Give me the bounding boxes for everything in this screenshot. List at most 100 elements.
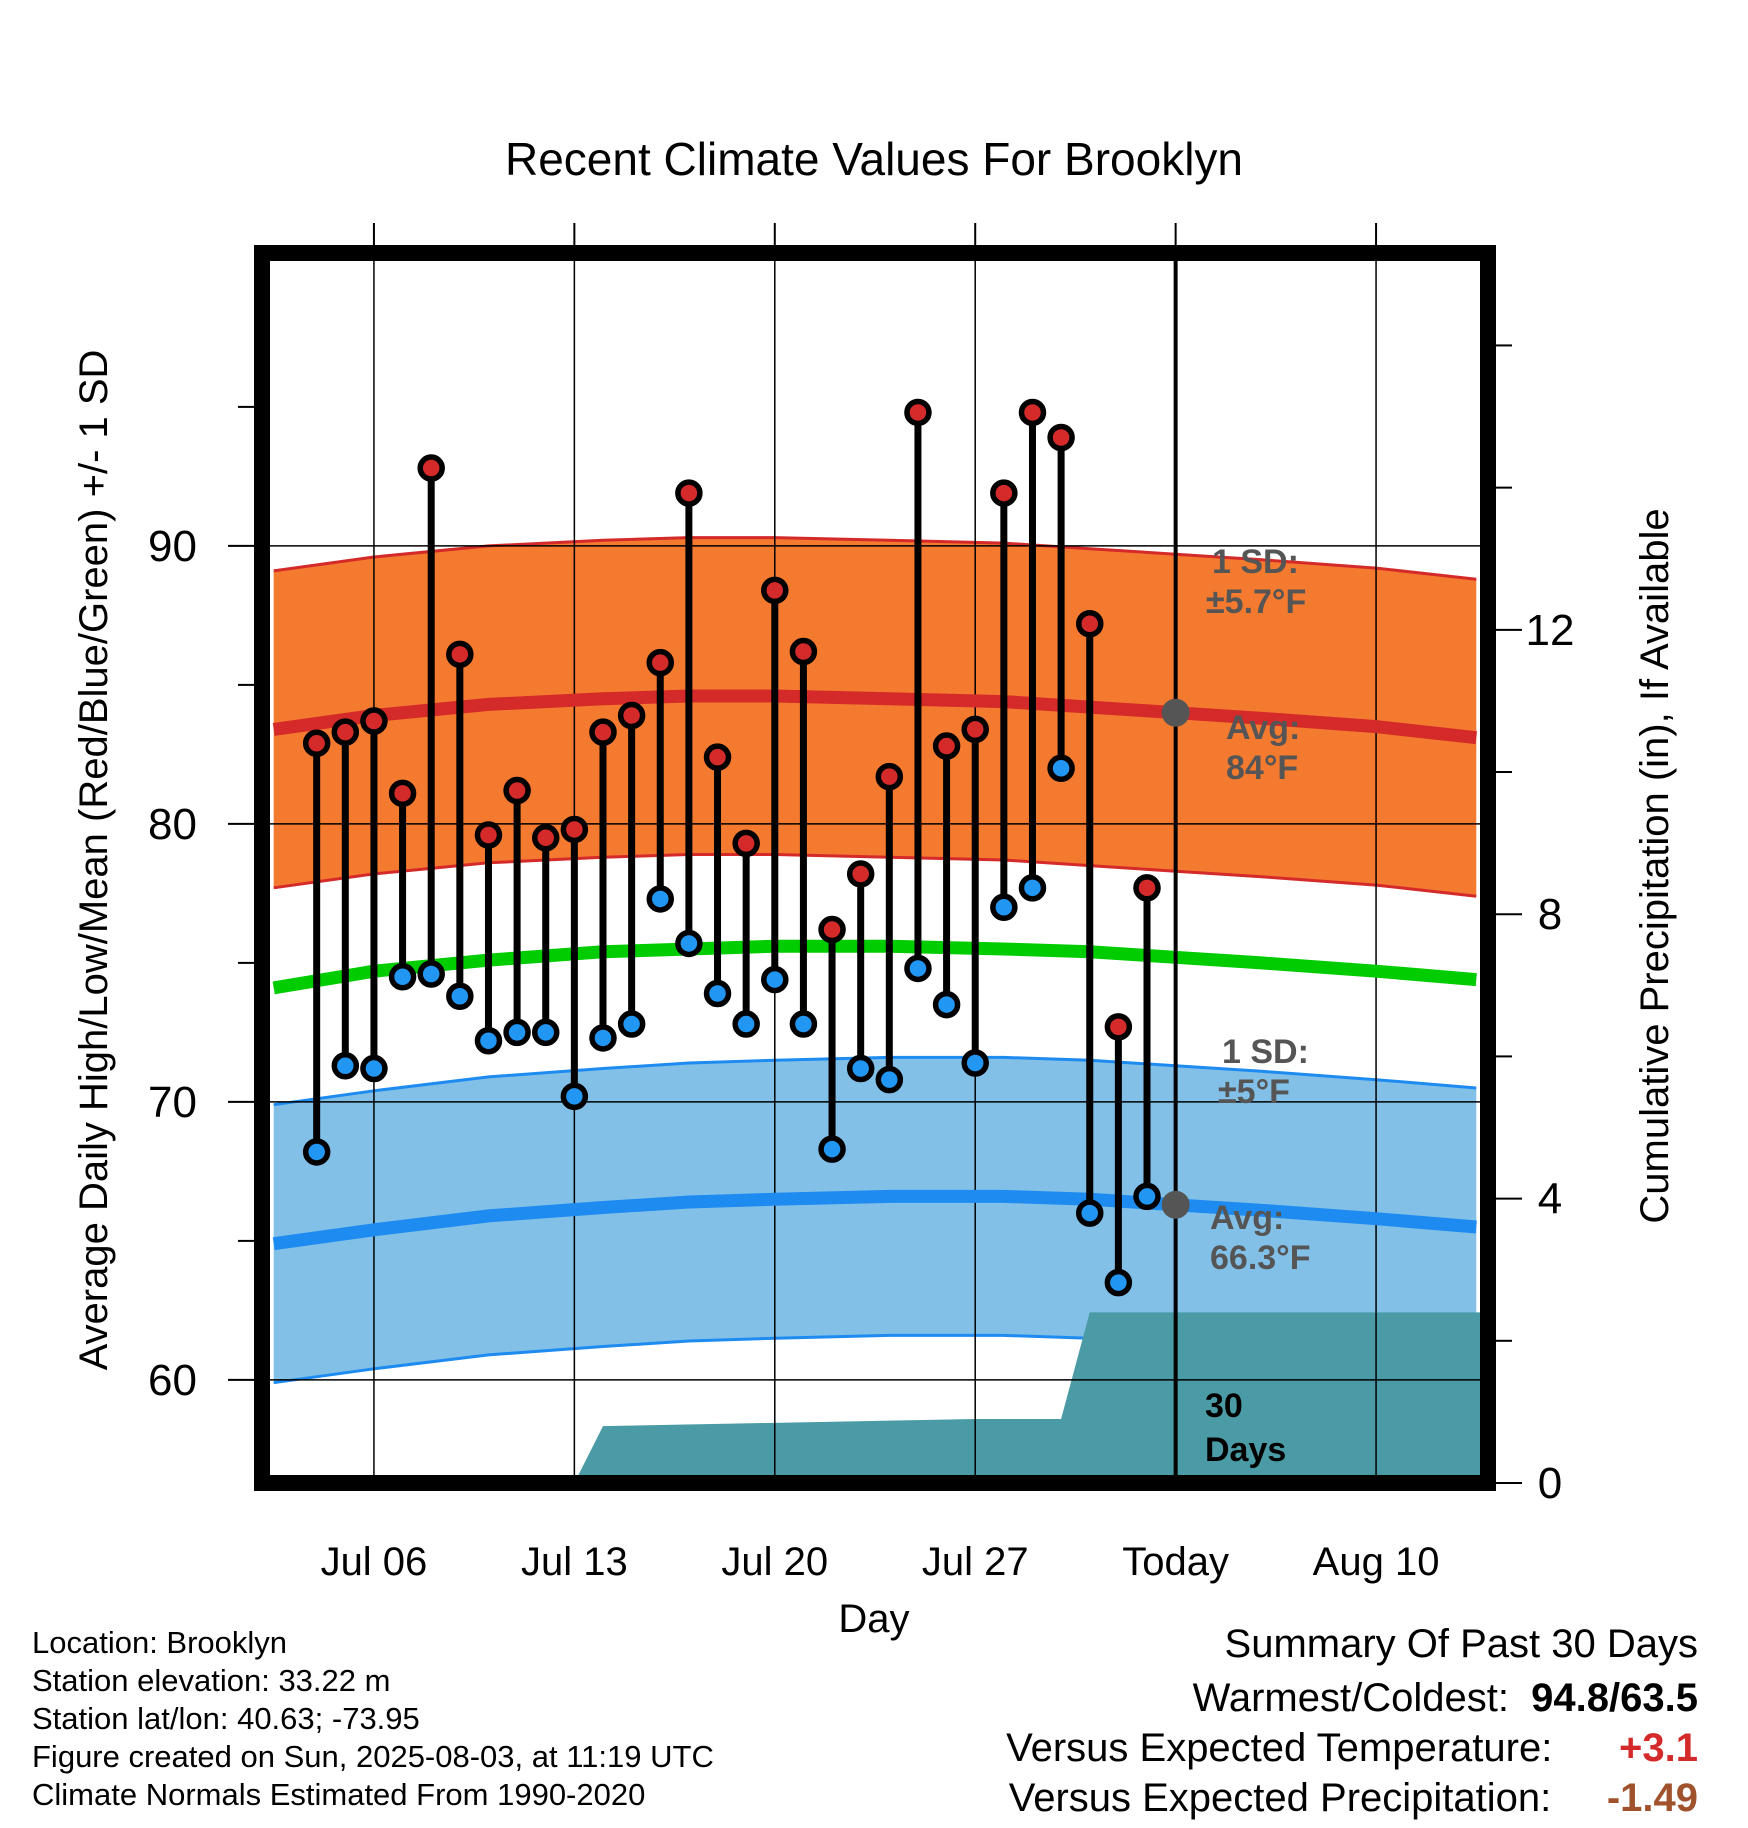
today-avg-high-marker (1161, 698, 1190, 727)
y2-tick-label: 4 (1538, 1175, 1562, 1224)
normals-text: Climate Normals Estimated From 1990-2020 (32, 1777, 646, 1812)
daily-low-point (732, 1010, 760, 1038)
daily-low-point (875, 1065, 904, 1094)
daily-low-point (990, 893, 1018, 922)
daily-high-point (703, 743, 732, 771)
avg-mean-line (272, 939, 1477, 995)
x-tick-label: Today (1122, 1540, 1229, 1584)
x-tick-label: Jul 20 (721, 1540, 828, 1584)
high-sd-value: ±5.7°F (1206, 583, 1306, 621)
y2-tick-label: 8 (1538, 890, 1562, 939)
y2-axis-label: Cumulative Precipitation (in), If Availa… (1633, 508, 1677, 1223)
daily-high-point (503, 776, 531, 805)
daily-low-point (503, 1018, 531, 1047)
daily-high-point (846, 860, 875, 888)
daily-high-point (1075, 609, 1104, 638)
daily-low-point (1047, 754, 1075, 783)
precip-window-label: 30 (1205, 1387, 1243, 1425)
axes: Jul 06 Jul 13 Jul 20 Jul 27 Today Aug 10 60 70 8… (148, 223, 1574, 1584)
high-avg-value: 84°F (1226, 749, 1298, 787)
daily-low-point (761, 965, 789, 994)
daily-high-point (1047, 423, 1075, 452)
created-text: Figure created on Sun, 2025-08-03, at 11… (32, 1739, 714, 1774)
daily-low-point (417, 960, 445, 988)
daily-high-point (560, 815, 589, 844)
daily-low-point (818, 1135, 846, 1163)
summary-title: Summary Of Past 30 Days (1224, 1622, 1698, 1666)
daily-high-point (1133, 874, 1161, 902)
low-avg-value: 66.3°F (1210, 1239, 1311, 1277)
y-tick-label: 80 (148, 800, 197, 849)
daily-low-point (1133, 1182, 1161, 1211)
daily-high-point (617, 701, 646, 730)
daily-low-point (531, 1018, 560, 1047)
daily-high-point (646, 648, 675, 677)
daily-low-point (589, 1024, 617, 1052)
y2-tick-label: 12 (1526, 606, 1575, 655)
daily-high-point (302, 729, 331, 758)
daily-low-point (560, 1082, 589, 1111)
daily-high-point (417, 454, 445, 482)
daily-low-point (360, 1054, 388, 1083)
daily-low-point (846, 1054, 875, 1083)
daily-high-point (961, 715, 989, 744)
daily-high-point (904, 398, 932, 427)
daily-low-point (675, 929, 703, 958)
summary-temp: Versus Expected Temperature: +3.1 (1006, 1726, 1698, 1771)
daily-high-point (875, 762, 904, 791)
warm-cold-label: Warmest/Coldest: (1192, 1676, 1509, 1720)
daily-high-point (990, 479, 1018, 507)
high-sd-label: 1 SD: (1212, 543, 1299, 581)
daily-high-point (1018, 398, 1047, 427)
daily-high-point (789, 637, 818, 666)
daily-low-point (302, 1138, 331, 1166)
daily-low-point (1104, 1268, 1133, 1297)
avg-low-line (272, 1189, 1477, 1251)
y2-tick-label: 0 (1538, 1459, 1562, 1508)
plot-frame (254, 245, 1496, 1491)
daily-low-point (617, 1010, 646, 1038)
summary-warm-cold: Warmest/Coldest: 94.8/63.5 (1193, 1676, 1698, 1721)
daily-high-point (360, 707, 388, 735)
x-tick-label: Aug 10 (1313, 1540, 1440, 1584)
low-sd-label: 1 SD: (1222, 1033, 1309, 1071)
daily-low-point (474, 1026, 503, 1055)
daily-high-point (1104, 1013, 1133, 1041)
temp-anomaly-value: +3.1 (1619, 1726, 1698, 1770)
precip-window-label: Days (1205, 1431, 1286, 1469)
daily-high-point (331, 718, 360, 746)
x-axis-label: Day (838, 1597, 909, 1641)
location-text: Location: Brooklyn (32, 1625, 288, 1660)
daily-high-point (675, 479, 703, 507)
x-tick-label: Jul 13 (521, 1540, 628, 1584)
low-sd-value: ±5°F (1218, 1073, 1290, 1111)
y-tick-label: 90 (148, 522, 197, 571)
daily-low-point (646, 885, 675, 913)
precipitation-area (574, 1312, 1482, 1483)
daily-high-point (388, 779, 417, 808)
latlon-text: Station lat/lon: 40.63; -73.95 (32, 1701, 420, 1736)
daily-high-point (474, 821, 503, 849)
daily-low-point (932, 990, 961, 1019)
today-avg-low-marker (1161, 1190, 1190, 1219)
daily-low-point (789, 1010, 818, 1038)
y-tick-label: 70 (148, 1078, 197, 1127)
chart-title: Recent Climate Values For Brooklyn (505, 133, 1243, 185)
avg-high-line (272, 689, 1478, 745)
daily-low-point (446, 982, 474, 1011)
elevation-text: Station elevation: 33.22 m (32, 1663, 391, 1698)
precip-label: Versus Expected Precipitation: (1008, 1776, 1552, 1820)
daily-low-point (1018, 874, 1047, 902)
daily-high-point (732, 829, 760, 858)
precip-anomaly-value: -1.49 (1606, 1776, 1698, 1820)
x-tick-label: Jul 06 (321, 1540, 428, 1584)
y-axis-label: Average Daily High/Low/Mean (Red/Blue/Gr… (72, 350, 116, 1371)
daily-low-point (1075, 1199, 1104, 1227)
low-avg-label: Avg: (1210, 1199, 1284, 1237)
daily-high-point (818, 915, 846, 944)
temp-label: Versus Expected Temperature: (1006, 1726, 1553, 1770)
daily-low-point (961, 1049, 989, 1077)
summary-precip: Versus Expected Precipitation: -1.49 (1009, 1776, 1698, 1821)
